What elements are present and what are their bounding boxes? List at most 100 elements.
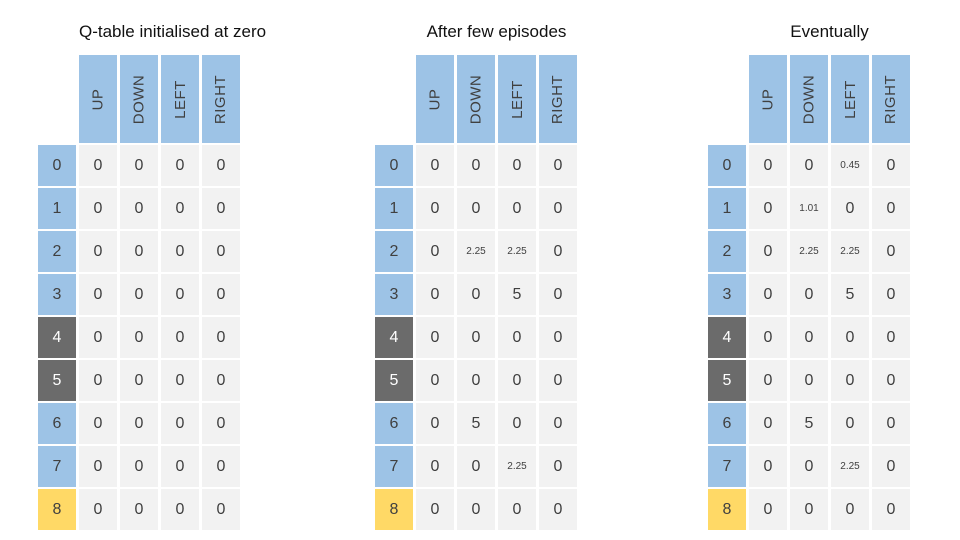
q-value-cell-3-right: 0 [539, 274, 577, 315]
row-label-state-5: 5 [708, 360, 746, 401]
q-value-cell-4-up: 0 [749, 317, 787, 358]
q-value-cell-2-left: 2.25 [498, 231, 536, 272]
column-header-label: RIGHT [549, 74, 567, 124]
q-value-cell-4-right: 0 [539, 317, 577, 358]
qtable-panel-initial: Q-table initialised at zero UP DOWN LEFT RI… [38, 22, 266, 530]
q-value-cell-3-down: 0 [790, 274, 828, 315]
q-value-cell-7-down: 0 [120, 446, 158, 487]
q-value-cell-7-down: 0 [457, 446, 495, 487]
qtable-panel-eventually: Eventually UP DOWN LEFT RIGHT 0 0 0 0.45 0 1 0 1.01… [708, 22, 910, 530]
column-header-label: UP [89, 88, 107, 110]
row-label-state-5: 5 [38, 360, 76, 401]
row-label-state-8: 8 [38, 489, 76, 530]
column-header-left: LEFT [831, 55, 869, 143]
row-label-state-2: 2 [375, 231, 413, 272]
column-header-up: UP [749, 55, 787, 143]
q-value-cell-8-left: 0 [831, 489, 869, 530]
q-value-cell-6-down: 0 [120, 403, 158, 444]
q-value-cell-5-down: 0 [457, 360, 495, 401]
q-value-cell-4-down: 0 [120, 317, 158, 358]
q-value-cell-8-right: 0 [539, 489, 577, 530]
q-value-cell-0-down: 0 [457, 145, 495, 186]
q-value-cell-8-up: 0 [749, 489, 787, 530]
column-header-label: LEFT [508, 79, 526, 119]
q-value-cell-4-left: 0 [831, 317, 869, 358]
column-header-left: LEFT [161, 55, 199, 143]
q-value-cell-1-left: 0 [498, 188, 536, 229]
panel-title: After few episodes [426, 22, 567, 41]
column-header-label: RIGHT [212, 74, 230, 124]
q-value-cell-6-left: 0 [831, 403, 869, 444]
column-header-down: DOWN [120, 55, 158, 143]
column-header-right: RIGHT [202, 55, 240, 143]
q-value-cell-5-left: 0 [498, 360, 536, 401]
q-value-cell-3-right: 0 [202, 274, 240, 315]
q-value-cell-8-right: 0 [202, 489, 240, 530]
row-label-state-7: 7 [38, 446, 76, 487]
column-header-label: DOWN [800, 74, 818, 124]
column-header-up: UP [416, 55, 454, 143]
q-value-cell-5-right: 0 [872, 360, 910, 401]
q-value-cell-0-right: 0 [539, 145, 577, 186]
q-value-cell-4-right: 0 [872, 317, 910, 358]
q-value-cell-6-up: 0 [79, 403, 117, 444]
q-value-cell-3-up: 0 [416, 274, 454, 315]
q-value-cell-3-up: 0 [79, 274, 117, 315]
q-value-cell-7-right: 0 [539, 446, 577, 487]
q-value-cell-4-up: 0 [79, 317, 117, 358]
q-value-cell-6-down: 5 [790, 403, 828, 444]
q-value-cell-2-right: 0 [872, 231, 910, 272]
q-value-cell-7-right: 0 [202, 446, 240, 487]
q-value-cell-1-up: 0 [749, 188, 787, 229]
q-value-cell-2-right: 0 [202, 231, 240, 272]
q-value-cell-1-down: 1.01 [790, 188, 828, 229]
row-label-state-4: 4 [708, 317, 746, 358]
q-value-cell-5-right: 0 [202, 360, 240, 401]
q-value-cell-7-left: 0 [161, 446, 199, 487]
q-value-cell-8-left: 0 [498, 489, 536, 530]
q-value-cell-2-down: 0 [120, 231, 158, 272]
q-value-cell-3-right: 0 [872, 274, 910, 315]
q-value-cell-7-left: 2.25 [831, 446, 869, 487]
panel-title: Eventually [790, 22, 869, 41]
column-header-right: RIGHT [872, 55, 910, 143]
q-value-cell-1-down: 0 [457, 188, 495, 229]
q-value-cell-0-up: 0 [749, 145, 787, 186]
column-header-label: RIGHT [882, 74, 900, 124]
q-value-cell-6-down: 5 [457, 403, 495, 444]
column-header-label: UP [759, 88, 777, 110]
q-value-cell-8-up: 0 [416, 489, 454, 530]
q-value-cell-2-up: 0 [416, 231, 454, 272]
q-value-cell-3-left: 0 [161, 274, 199, 315]
q-value-cell-0-right: 0 [202, 145, 240, 186]
q-value-cell-4-up: 0 [416, 317, 454, 358]
q-value-cell-5-down: 0 [120, 360, 158, 401]
q-value-cell-6-right: 0 [539, 403, 577, 444]
column-header-up: UP [79, 55, 117, 143]
q-value-cell-2-up: 0 [749, 231, 787, 272]
q-value-cell-8-down: 0 [457, 489, 495, 530]
q-value-cell-0-left: 0.45 [831, 145, 869, 186]
q-value-cell-6-left: 0 [161, 403, 199, 444]
q-value-cell-5-left: 0 [831, 360, 869, 401]
q-value-cell-8-down: 0 [790, 489, 828, 530]
column-header-label: DOWN [467, 74, 485, 124]
q-value-cell-3-up: 0 [749, 274, 787, 315]
q-value-cell-8-left: 0 [161, 489, 199, 530]
q-value-cell-1-left: 0 [831, 188, 869, 229]
column-header-down: DOWN [790, 55, 828, 143]
q-value-cell-6-right: 0 [872, 403, 910, 444]
column-header-label: LEFT [171, 79, 189, 119]
row-label-state-1: 1 [38, 188, 76, 229]
qtable-panel-few-episodes: After few episodes UP DOWN LEFT RIGHT 0 0 0 0 0 1… [375, 22, 577, 530]
row-label-state-6: 6 [708, 403, 746, 444]
row-label-state-7: 7 [708, 446, 746, 487]
q-value-cell-7-up: 0 [416, 446, 454, 487]
q-value-cell-1-right: 0 [539, 188, 577, 229]
row-label-state-0: 0 [375, 145, 413, 186]
panel-title: Q-table initialised at zero [79, 22, 267, 41]
row-label-state-2: 2 [38, 231, 76, 272]
column-header-down: DOWN [457, 55, 495, 143]
row-label-state-5: 5 [375, 360, 413, 401]
row-label-state-3: 3 [375, 274, 413, 315]
